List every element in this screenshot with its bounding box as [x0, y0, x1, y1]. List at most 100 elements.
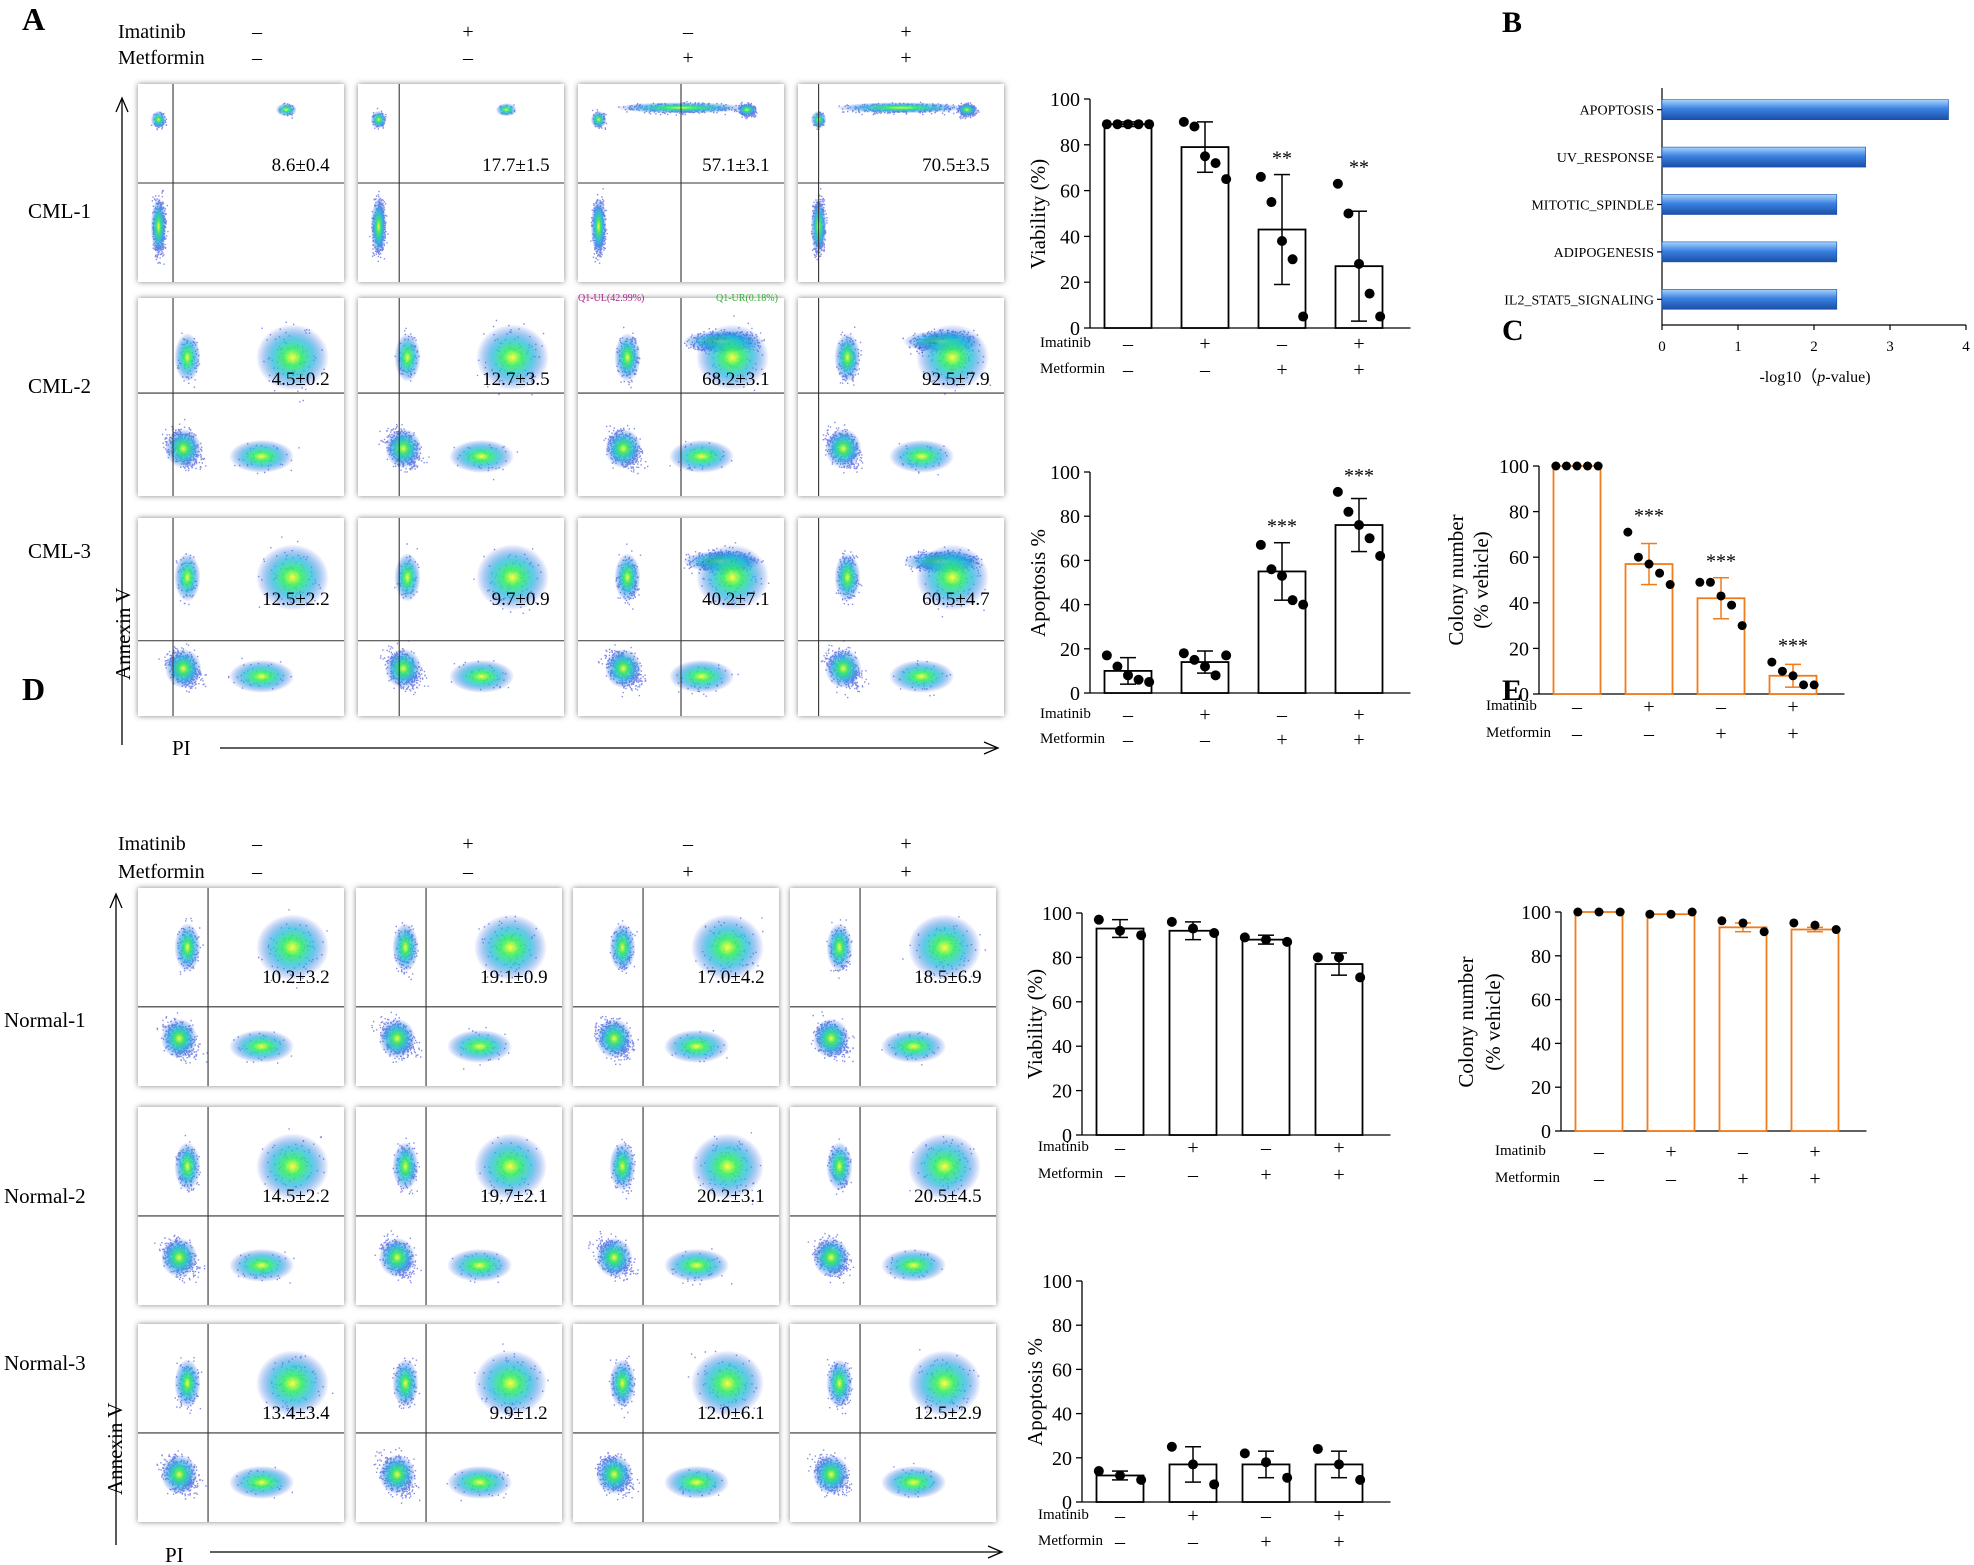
flow-density: [813, 1237, 850, 1278]
data-point: [1777, 666, 1787, 676]
flow-plot: 14.5±2.2: [138, 1107, 344, 1305]
imatinib-sign: –: [1122, 704, 1134, 726]
data-point: [1615, 907, 1625, 917]
y-tick-label: 40: [1052, 1404, 1072, 1426]
metformin-sign: –: [1114, 1164, 1126, 1186]
flow-quadrant-value: 57.1±3.1: [702, 155, 769, 176]
chart-c-colony: 0 20 40 60 80 100 Colony number (% vehicle) – – **…: [1444, 456, 1845, 745]
flow-quadrant-value: 12.7±3.5: [482, 369, 549, 390]
y-tick-label: 100: [1050, 462, 1080, 484]
y-tick-label: 80: [1052, 1315, 1072, 1337]
imatinib-sign: –: [1260, 1137, 1272, 1159]
data-point: [1665, 580, 1675, 590]
imatinib-sign: +: [1199, 704, 1210, 726]
flow-d-metformin-sign: –: [251, 861, 263, 883]
flow-density: [174, 333, 201, 382]
flow-density: [165, 648, 202, 689]
flow-density: [691, 914, 764, 981]
flow-density: [609, 1142, 636, 1191]
data-point: [1332, 178, 1343, 189]
flow-a-row-label: CML-1: [28, 199, 91, 223]
flow-density: [825, 428, 862, 469]
flow-density: [174, 1142, 201, 1191]
flow-density: [609, 1359, 636, 1408]
flow-density: [394, 333, 421, 382]
x-tick-label: 2: [1810, 339, 1818, 355]
significance-label: ***: [1706, 551, 1736, 573]
flow-d-metformin-sign: +: [900, 861, 911, 883]
flow-density: [392, 1359, 419, 1408]
data-point: [1144, 676, 1155, 687]
data-point: [1115, 925, 1125, 936]
data-point: [1166, 916, 1177, 927]
y-tick-label: 0: [1519, 684, 1529, 706]
flow-quadrant-value: 9.7±0.9: [492, 589, 550, 610]
y-axis-label: Colony number: [1444, 514, 1468, 645]
flow-plot: 17.0±4.2: [573, 888, 779, 1086]
flow-density: [394, 553, 421, 602]
flow-density: [605, 428, 642, 469]
flow-density: [596, 1237, 633, 1278]
bar: [1168, 929, 1218, 1136]
metformin-sign: –: [1643, 723, 1655, 745]
flow-plot: 68.2±3.1: [578, 298, 784, 496]
flow-a-imatinib-sign: –: [251, 21, 263, 43]
y-tick-label: 100: [1499, 456, 1529, 478]
bar: [1790, 928, 1840, 1132]
panel-letter-d: D: [22, 671, 45, 707]
flow-density: [813, 1454, 850, 1495]
flow-density: [385, 648, 422, 689]
y-tick-label: 80: [1509, 502, 1529, 524]
flow-d-xlabel: PI: [165, 1543, 184, 1565]
flow-density: [447, 1465, 513, 1499]
bar: [1661, 241, 1838, 263]
flow-plot: 60.5±4.7: [798, 518, 1004, 716]
flow-plot: 19.7±2.1: [356, 1107, 562, 1305]
flow-density: [370, 110, 387, 129]
data-point: [1210, 158, 1221, 169]
y-axis-label-2: (% vehicle): [1469, 531, 1493, 628]
bar: [1661, 146, 1866, 168]
flow-density: [669, 659, 735, 693]
imatinib-sign: –: [1114, 1137, 1126, 1159]
y-axis-label: Colony number: [1454, 956, 1478, 1087]
flow-density: [664, 1465, 730, 1499]
data-point: [1375, 550, 1386, 561]
imatinib-sign: +: [1199, 333, 1210, 355]
flow-density: [696, 544, 769, 611]
y-tick-label: 100: [1042, 1271, 1072, 1293]
flow-density: [474, 1133, 547, 1200]
y-axis-label: Viability (%): [1023, 969, 1047, 1079]
flow-density: [590, 110, 607, 129]
metformin-sign: +: [1737, 1168, 1748, 1190]
flow-density: [669, 439, 735, 473]
data-point: [1687, 907, 1697, 917]
data-point: [1354, 258, 1364, 269]
flow-density: [370, 197, 387, 256]
flow-density: [229, 659, 295, 693]
data-point: [1188, 923, 1198, 934]
flow-density: [836, 102, 966, 114]
bar: [1718, 926, 1768, 1132]
data-point: [1189, 654, 1200, 665]
flow-density: [379, 1018, 416, 1059]
y-tick-label: 100: [1042, 903, 1072, 925]
data-point: [1343, 506, 1354, 517]
flow-density: [161, 1018, 198, 1059]
data-point: [1799, 680, 1809, 690]
flow-quadrant-value: 92.5±7.9: [922, 369, 989, 390]
imatinib-sign: –: [1276, 704, 1288, 726]
flow-density: [956, 103, 978, 117]
flow-plot: 17.7±1.5: [358, 84, 564, 282]
data-point: [1737, 621, 1747, 631]
data-point: [1282, 936, 1293, 947]
data-point: [1355, 972, 1366, 983]
flow-a-header: Imatinib Metformin – + – + – – + +: [118, 21, 912, 69]
flow-a-grid: 8.6±0.4 17.7±1.5 57.1±3.1 70.5±3.5 4.5±0.2 12…: [138, 84, 1004, 716]
flow-d-row-label: Normal-3: [4, 1351, 86, 1375]
flow-density: [826, 1359, 853, 1408]
flow-density: [605, 648, 642, 689]
flow-plot: 12.5±2.9: [790, 1324, 996, 1522]
flow-density: [392, 1142, 419, 1191]
flow-density: [691, 1133, 764, 1200]
